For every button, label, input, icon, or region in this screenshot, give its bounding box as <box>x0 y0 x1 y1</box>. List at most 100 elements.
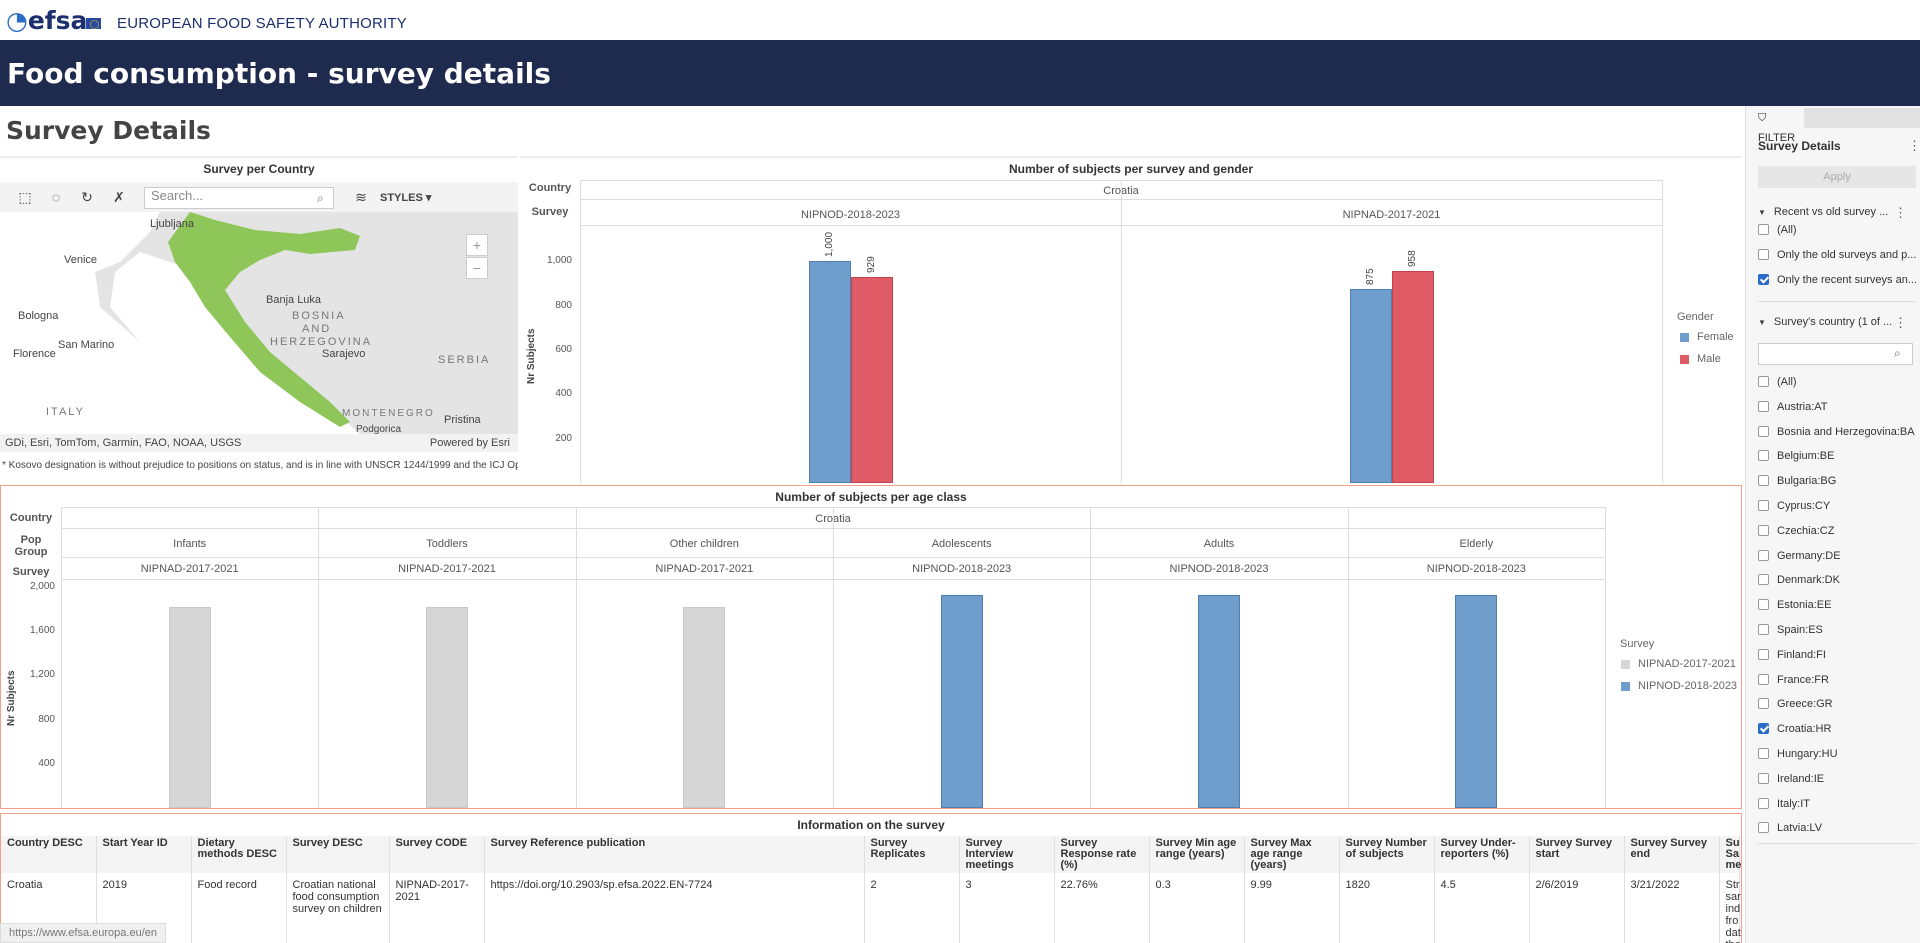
filter-option[interactable]: Bosnia and Herzegovina:BA <box>1758 425 1918 438</box>
circle-select-icon[interactable]: ↻ <box>81 189 93 205</box>
efsa-logo[interactable]: ◔efsa <box>6 6 88 35</box>
age-bar[interactable] <box>1198 594 1240 808</box>
powered-by-esri[interactable]: Powered by Esri <box>429 437 510 449</box>
column-header[interactable]: Survey Number of subjects <box>1339 836 1435 873</box>
age-bar[interactable] <box>168 606 211 808</box>
column-header[interactable]: Start Year ID <box>96 836 192 873</box>
filter-option[interactable]: France:FR <box>1758 673 1918 686</box>
checkbox[interactable] <box>1758 822 1769 834</box>
lasso-select-icon[interactable]: ◌ <box>51 189 61 205</box>
checkbox[interactable] <box>1758 500 1769 511</box>
table-row[interactable]: Croatia 2019 Food record Croatian national … <box>1 873 1741 943</box>
filter-option[interactable]: Denmark:DK <box>1758 574 1918 586</box>
filter-option[interactable]: (All) <box>1758 376 1918 388</box>
info-body: Croatia 2019 Food record Croatian national … <box>1 873 1741 943</box>
age-bar[interactable] <box>683 606 726 808</box>
checkbox[interactable] <box>1758 450 1769 462</box>
checkbox[interactable] <box>1758 524 1769 536</box>
checkbox[interactable] <box>1758 274 1769 285</box>
checkbox[interactable] <box>1758 748 1769 759</box>
search-icon[interactable]: ⌕ <box>1894 346 1901 360</box>
checkbox[interactable] <box>1758 673 1769 685</box>
column-header[interactable]: Survey Replicates <box>864 836 960 873</box>
filter-option[interactable]: Belgium:BE <box>1758 450 1918 462</box>
filter-option[interactable]: Spain:ES <box>1758 624 1918 636</box>
column-header[interactable]: Survey Min age range (years) <box>1149 836 1245 873</box>
age-bar[interactable] <box>1455 594 1498 808</box>
checkbox[interactable] <box>1758 425 1769 437</box>
filter-option[interactable]: Bulgaria:BG <box>1758 475 1918 487</box>
checkbox[interactable] <box>1758 400 1769 412</box>
checkbox[interactable] <box>1758 224 1769 235</box>
column-header[interactable]: Survey Interview meetings <box>959 836 1055 873</box>
legend-item-nipnad[interactable]: NIPNAD-2017-2021 <box>1621 658 1736 670</box>
rectangle-select-icon[interactable]: ⬚ <box>18 189 32 205</box>
filter-option[interactable]: Finland:FI <box>1758 648 1918 661</box>
column-header[interactable]: Survey CODE <box>389 836 485 873</box>
map-search-input[interactable]: Search... <box>144 187 334 209</box>
checkbox[interactable] <box>1758 772 1769 784</box>
legend-item-male[interactable]: Male <box>1680 353 1721 365</box>
column-header[interactable]: Survey Under-reporters (%) <box>1434 836 1530 873</box>
filter-option[interactable]: Latvia:LV <box>1758 822 1918 834</box>
checkbox[interactable] <box>1758 648 1769 660</box>
filter-option[interactable]: Germany:DE <box>1758 549 1918 562</box>
bar-male[interactable] <box>1391 270 1434 483</box>
column-header[interactable]: Survey Reference publication <box>484 836 865 873</box>
age-bar[interactable] <box>940 594 983 808</box>
checkbox[interactable] <box>1758 249 1769 260</box>
column-header[interactable]: Survey Response rate (%) <box>1054 836 1150 873</box>
map-label-montenegro: MONTENEGRO <box>342 408 435 419</box>
checkbox[interactable] <box>1758 549 1769 561</box>
filter-option[interactable]: Ireland:IE <box>1758 772 1918 785</box>
checkbox[interactable] <box>1758 723 1769 735</box>
filter-option[interactable]: Only the old surveys and p... <box>1758 249 1918 261</box>
column-header[interactable]: Su Sa me <box>1719 836 1741 873</box>
filter-option[interactable]: Cyprus:CY <box>1758 500 1918 512</box>
checkbox[interactable] <box>1758 624 1769 635</box>
section-more-icon[interactable]: ⋮ <box>1894 315 1907 330</box>
checkbox[interactable] <box>1758 599 1769 611</box>
filter-option[interactable]: Estonia:EE <box>1758 599 1918 611</box>
filter-option[interactable]: Italy:IT <box>1758 797 1918 810</box>
checkbox[interactable] <box>1758 475 1769 487</box>
zoom-in-button[interactable]: + <box>466 234 488 256</box>
filter-section-recent[interactable]: ▼ Recent vs old survey ... <box>1758 206 1888 218</box>
age-bar[interactable] <box>426 606 468 808</box>
column-header[interactable]: Survey Max age range (years) <box>1244 836 1340 873</box>
top-header: ◔efsa EUROPEAN FOOD SAFETY AUTHORITY <box>0 0 1920 40</box>
clear-selection-icon[interactable]: ✗ <box>113 189 125 205</box>
legend-item-nipnod[interactable]: NIPNOD-2018-2023 <box>1621 680 1737 692</box>
column-header[interactable]: Survey Survey end <box>1624 836 1720 873</box>
filter-option[interactable]: Czechia:CZ <box>1758 524 1918 537</box>
filter-option[interactable]: Only the recent surveys an... <box>1758 274 1918 286</box>
column-header[interactable]: Country DESC <box>1 836 97 873</box>
apply-button[interactable]: Apply <box>1758 166 1916 188</box>
filter-option[interactable]: Austria:AT <box>1758 400 1918 413</box>
bar-female[interactable] <box>808 261 851 483</box>
column-header[interactable]: Survey Survey start <box>1529 836 1625 873</box>
styles-button[interactable]: STYLES ▾ <box>380 192 432 204</box>
column-header[interactable]: Survey DESC <box>286 836 390 873</box>
checkbox[interactable] <box>1758 574 1769 586</box>
search-icon[interactable]: ⌕ <box>317 191 324 205</box>
filter-tab[interactable]: ⛉ FILTER <box>1748 108 1804 144</box>
filter-option[interactable]: Hungary:HU <box>1758 748 1918 760</box>
checkbox[interactable] <box>1758 376 1769 387</box>
bar-male[interactable] <box>850 277 893 483</box>
legend-item-female[interactable]: Female <box>1680 331 1734 343</box>
section-more-icon[interactable]: ⋮ <box>1894 205 1907 220</box>
filter-option[interactable]: Croatia:HR <box>1758 723 1918 735</box>
zoom-out-button[interactable]: − <box>466 257 488 279</box>
checkbox[interactable] <box>1758 698 1769 710</box>
bar-female[interactable] <box>1349 288 1392 483</box>
map-area[interactable]: Ljubljana Venice Bologna San Marino Flor… <box>0 212 518 434</box>
layers-icon[interactable]: ≋ <box>355 189 367 205</box>
filter-option[interactable]: Greece:GR <box>1758 698 1918 710</box>
column-header[interactable]: Dietary methods DESC <box>191 836 287 873</box>
country-search-input[interactable] <box>1758 343 1913 365</box>
checkbox[interactable] <box>1758 797 1769 809</box>
filter-option[interactable]: (All) <box>1758 224 1918 236</box>
filter-section-country[interactable]: ▼ Survey's country (1 of ... <box>1758 316 1892 328</box>
more-options-icon[interactable]: ⋮ <box>1908 138 1920 153</box>
